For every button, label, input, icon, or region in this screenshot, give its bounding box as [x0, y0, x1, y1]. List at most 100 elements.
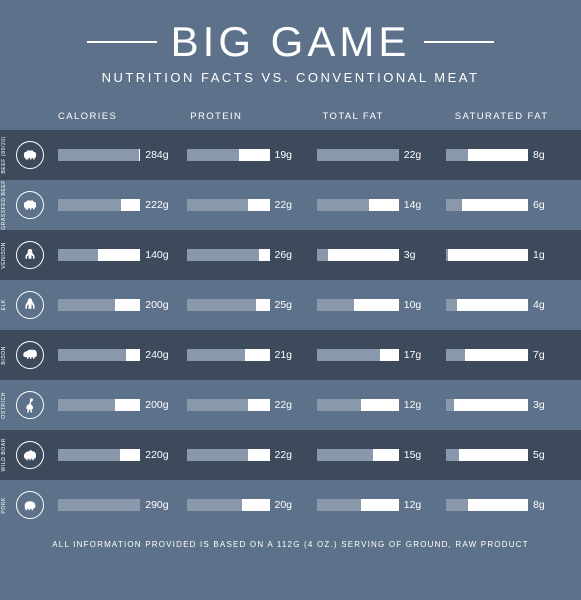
- animal-cell: BISON: [0, 341, 52, 369]
- metric-total_fat: 15g: [311, 449, 440, 461]
- animal-label: BEEF (80/20): [1, 136, 7, 174]
- bar-track: [446, 199, 528, 211]
- cow-icon: [16, 191, 44, 219]
- bar-track: [58, 399, 140, 411]
- metric-calories: 284g: [52, 149, 181, 161]
- metric-total_fat: 14g: [311, 199, 440, 211]
- bar-rest: [468, 499, 528, 511]
- bar-track: [317, 349, 399, 361]
- bar-rest: [462, 199, 528, 211]
- page-subtitle: NUTRITION FACTS VS. CONVENTIONAL MEAT: [0, 70, 581, 85]
- value-label: 7g: [533, 349, 563, 361]
- bar-fill: [317, 399, 362, 411]
- bar-fill: [58, 499, 140, 511]
- bar-track: [187, 399, 269, 411]
- bar-fill: [58, 249, 98, 261]
- value-label: 22g: [404, 149, 434, 161]
- value-label: 200g: [145, 399, 175, 411]
- value-label: 6g: [533, 199, 563, 211]
- animal-label: BISON: [1, 346, 7, 365]
- metric-sat_fat: 4g: [440, 299, 569, 311]
- bar-rest: [248, 199, 270, 211]
- table-row: BISON240g21g17g7g: [0, 330, 581, 380]
- bar-track: [187, 249, 269, 261]
- bar-fill: [446, 399, 454, 411]
- metric-calories: 200g: [52, 299, 181, 311]
- metric-sat_fat: 3g: [440, 399, 569, 411]
- bar-fill: [317, 499, 362, 511]
- animal-cell: PORK: [0, 491, 52, 519]
- bar-track: [446, 299, 528, 311]
- bar-track: [58, 499, 140, 511]
- bar-track: [187, 499, 269, 511]
- value-label: 1g: [533, 249, 563, 261]
- bison-icon: [16, 341, 44, 369]
- metric-calories: 220g: [52, 449, 181, 461]
- value-label: 8g: [533, 149, 563, 161]
- animal-label: VENISON: [1, 242, 7, 269]
- value-label: 4g: [533, 299, 563, 311]
- boar-icon: [16, 441, 44, 469]
- value-label: 20g: [275, 499, 305, 511]
- metric-sat_fat: 8g: [440, 499, 569, 511]
- bar-fill: [187, 499, 242, 511]
- bar-fill: [58, 349, 126, 361]
- animal-cell: OSTRICH: [0, 391, 52, 419]
- value-label: 22g: [275, 449, 305, 461]
- bar-track: [317, 249, 399, 261]
- bar-fill: [58, 399, 115, 411]
- bar-track: [58, 249, 140, 261]
- value-label: 25g: [275, 299, 305, 311]
- bar-rest: [369, 199, 399, 211]
- bar-fill: [58, 449, 120, 461]
- value-label: 222g: [145, 199, 175, 211]
- animal-label: ELK: [1, 299, 7, 310]
- metric-total_fat: 12g: [311, 399, 440, 411]
- metric-total_fat: 12g: [311, 499, 440, 511]
- bar-rest: [459, 449, 528, 461]
- column-headers: CALORIES PROTEIN TOTAL FAT SATURATED FAT: [0, 97, 581, 130]
- bar-rest: [354, 299, 399, 311]
- animal-cell: VENISON: [0, 241, 52, 269]
- metric-total_fat: 22g: [311, 149, 440, 161]
- value-label: 10g: [404, 299, 434, 311]
- footer-note: ALL INFORMATION PROVIDED IS BASED ON A 1…: [0, 530, 581, 559]
- table-row: BEEF (80/20) 284g19g 22g 8g: [0, 130, 581, 180]
- col-header-sat-fat: SATURATED FAT: [449, 111, 581, 122]
- bar-track: [317, 499, 399, 511]
- bar-rest: [454, 399, 528, 411]
- metric-protein: 22g: [181, 399, 310, 411]
- bar-fill: [187, 299, 256, 311]
- bar-rest: [139, 149, 141, 161]
- value-label: 12g: [404, 399, 434, 411]
- metric-protein: 21g: [181, 349, 310, 361]
- bar-rest: [457, 299, 528, 311]
- value-label: 15g: [404, 449, 434, 461]
- bar-fill: [446, 349, 465, 361]
- metric-sat_fat: 8g: [440, 149, 569, 161]
- metric-protein: 19g: [181, 149, 310, 161]
- bar-fill: [317, 299, 354, 311]
- bar-fill: [317, 449, 373, 461]
- bar-rest: [115, 399, 141, 411]
- value-label: 200g: [145, 299, 175, 311]
- bar-track: [317, 399, 399, 411]
- bar-track: [187, 449, 269, 461]
- metric-sat_fat: 1g: [440, 249, 569, 261]
- bar-fill: [317, 249, 328, 261]
- pig-icon: [16, 491, 44, 519]
- metric-protein: 20g: [181, 499, 310, 511]
- bar-fill: [317, 149, 399, 161]
- bar-rest: [248, 449, 270, 461]
- value-label: 22g: [275, 199, 305, 211]
- bar-track: [446, 449, 528, 461]
- bar-rest: [120, 449, 140, 461]
- bar-track: [58, 299, 140, 311]
- bar-fill: [446, 499, 468, 511]
- animal-label: OSTRICH: [1, 392, 7, 419]
- bar-rest: [242, 499, 269, 511]
- table-row: GRASSFED BEEF222g22g14g6g: [0, 180, 581, 230]
- value-label: 240g: [145, 349, 175, 361]
- bar-fill: [446, 199, 462, 211]
- bar-rest: [121, 199, 140, 211]
